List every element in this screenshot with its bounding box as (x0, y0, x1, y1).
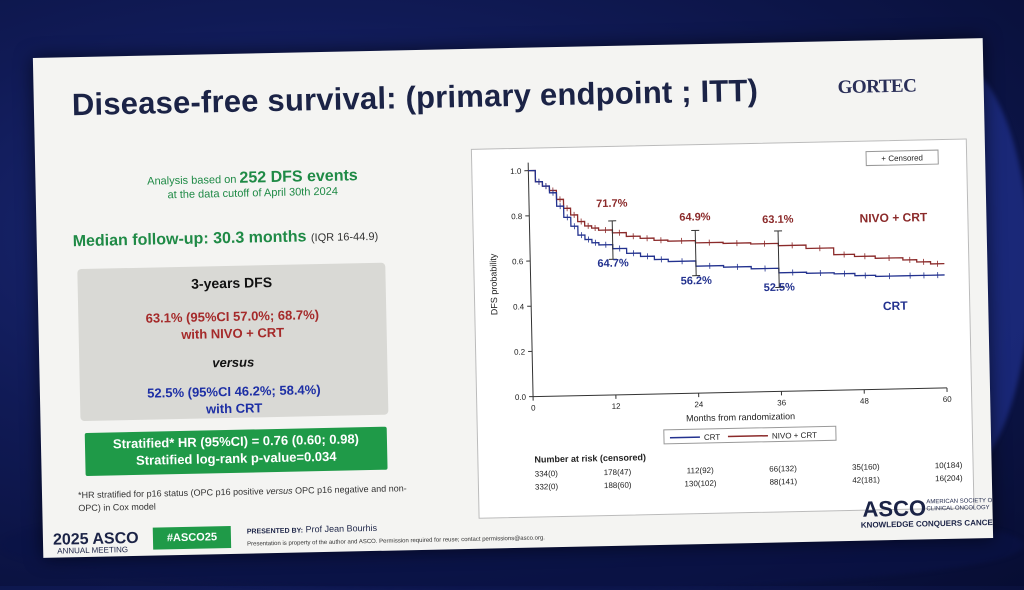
crt-dfs-arm: with CRT (206, 400, 263, 416)
y-tick-label: 0.0 (515, 393, 527, 402)
slide-title: Disease-free survival: (primary endpoint… (71, 73, 758, 123)
gortec-logo: GORTEC (837, 76, 916, 100)
risk-table-cell: 112(92) (687, 466, 714, 476)
x-tick-label: 36 (777, 398, 787, 407)
km-chart-panel: 0.0 0.2 0.4 0.6 0.8 1.0 0 12 24 36 48 60 Months from… (471, 138, 975, 518)
x-tick-label: 48 (860, 397, 870, 406)
y-tick-label: 0.4 (513, 302, 525, 311)
three-year-dfs-box: 3-years DFS 63.1% (95%CI 57.0%; 68.7%) w… (77, 263, 388, 421)
y-axis-label: DFS probability (488, 253, 499, 315)
median-follow-up: Median follow-up: 30.3 months (IQR 16-44… (73, 227, 379, 251)
analysis-info: Analysis based on 252 DFS events at the … (127, 169, 378, 203)
annual-meeting: ANNUAL MEETING (57, 545, 128, 555)
slide: Disease-free survival: (primary endpoint… (33, 38, 993, 558)
y-tick-label: 0.6 (512, 257, 524, 266)
nivo-dfs-result: 63.1% (95%CI 57.0%; 68.7%) with NIVO + C… (78, 305, 387, 345)
y-axis (528, 163, 533, 397)
risk-table-cell: 42(181) (852, 475, 880, 485)
asco-tagline: KNOWLEDGE CONQUERS CANCER (861, 518, 993, 530)
nivo-dfs-arm: with NIVO + CRT (181, 325, 284, 342)
censored-legend: + Censored (881, 153, 923, 163)
risk-table-cell: 332(0) (535, 482, 559, 491)
x-tick-label: 0 (531, 404, 536, 413)
legend-nivo-swatch (728, 436, 768, 437)
asco-logo: ASCO AMERICAN SOCIETY OF CLINICAL ONCOLO… (862, 495, 926, 522)
y-tick-label: 0.2 (514, 348, 526, 357)
crt-dfs-value: 52.5% (95%CI 46.2%; 58.4%) (147, 382, 321, 401)
legend-crt-swatch (670, 437, 700, 438)
footnote: *HR stratified for p16 status (OPC p16 p… (78, 482, 408, 515)
footnote-part: *HR stratified for p16 status (OPC p16 p… (78, 486, 266, 500)
analysis-cutoff: at the data cutoff of April 30th 2024 (167, 186, 338, 202)
x-tick-label: 12 (612, 402, 622, 411)
risk-table-title: Number at risk (censored) (534, 452, 646, 464)
nivo-annotation: 63.1% (762, 214, 794, 227)
y-tick-label: 0.8 (511, 212, 523, 221)
risk-table-cell: 88(141) (769, 477, 797, 487)
analysis-prefix: Analysis based on (147, 174, 237, 188)
crt-annotation: 56.2% (681, 275, 713, 288)
legend-crt: CRT (704, 433, 721, 442)
log-rank-line: Stratified log-rank p-value=0.034 (136, 449, 337, 468)
risk-table-cell: 178(47) (604, 468, 632, 478)
asco-annual-meeting-logo: 2025 ASCO ANNUAL MEETING (53, 530, 139, 550)
x-tick-label: 60 (943, 395, 953, 404)
median-iqr: (IQR 16-44.9) (311, 231, 378, 244)
presented-label: PRESENTED BY: (247, 527, 303, 535)
x-axis-label: Months from randomization (686, 411, 795, 423)
nivo-dfs-value: 63.1% (95%CI 57.0%; 68.7%) (145, 307, 319, 326)
ci-bar (778, 231, 779, 287)
y-tick-label: 1.0 (510, 167, 522, 176)
crt-dfs-result: 52.5% (95%CI 46.2%; 58.4%) with CRT (80, 380, 389, 420)
risk-table-cell: 188(60) (604, 481, 632, 491)
km-chart: 0.0 0.2 0.4 0.6 0.8 1.0 0 12 24 36 48 60 Months from… (472, 139, 974, 517)
hashtag-badge: #ASCO25 (153, 526, 231, 550)
risk-table-cell: 334(0) (535, 469, 559, 478)
versus-label: versus (79, 352, 387, 373)
presenter-name: Prof Jean Bourhis (305, 523, 377, 534)
nivo-annotation: 64.9% (679, 211, 711, 224)
risk-table-cell: 10(184) (935, 461, 963, 471)
nivo-annotation: 71.7% (596, 198, 628, 211)
ci-bar (695, 230, 696, 275)
footnote-italic: versus (266, 486, 293, 497)
hazard-ratio-box: Stratified* HR (95%CI) = 0.76 (0.60; 0.9… (85, 427, 388, 476)
nivo-crt-label: NIVO + CRT (859, 210, 928, 225)
crt-label: CRT (883, 299, 909, 314)
property-note: Presentation is property of the author a… (247, 535, 545, 547)
risk-table-cell: 16(204) (935, 474, 963, 484)
analysis-events: 252 DFS events (239, 167, 358, 186)
asco-society: AMERICAN SOCIETY OF CLINICAL ONCOLOGY (926, 498, 993, 514)
risk-table-cell: 66(132) (769, 464, 797, 474)
risk-table-cell: 35(160) (852, 462, 880, 472)
x-axis (533, 388, 947, 397)
median-text: Median follow-up: 30.3 months (73, 228, 307, 250)
crt-annotation: 52.5% (764, 281, 796, 294)
ci-bar (612, 221, 613, 259)
dfs-box-header: 3-years DFS (77, 272, 385, 294)
presented-by: PRESENTED BY: Prof Jean Bourhis (247, 523, 378, 536)
legend-nivo-crt: NIVO + CRT (772, 431, 817, 441)
crt-annotation: 64.7% (597, 257, 629, 270)
risk-table-cell: 130(102) (684, 479, 717, 489)
x-tick-label: 24 (694, 400, 704, 409)
